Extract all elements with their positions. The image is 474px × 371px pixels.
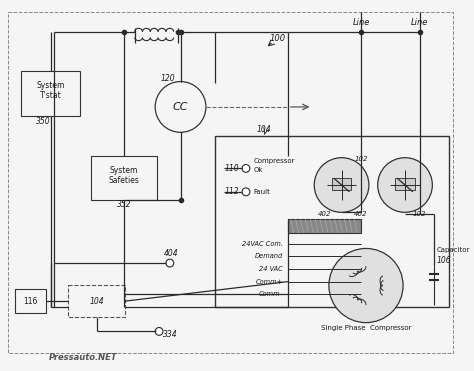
Text: 116: 116 [23,297,37,306]
Bar [91,156,157,200]
Text: 402: 402 [318,211,332,217]
Text: 102: 102 [413,211,427,217]
Bar [288,219,361,233]
Bar [395,178,415,190]
Text: 334: 334 [164,330,178,339]
Circle shape [314,158,369,212]
Text: 350: 350 [36,117,50,126]
Text: CC: CC [173,102,188,112]
Circle shape [155,328,163,335]
Text: 106: 106 [436,256,451,265]
Text: Comm+: Comm+ [256,279,283,285]
Circle shape [242,188,250,196]
Text: 110: 110 [225,164,239,173]
Text: System
Safeties: System Safeties [109,165,139,185]
Text: Pressauto.NET: Pressauto.NET [49,353,117,362]
Text: 404: 404 [164,249,178,258]
Text: Compressor: Compressor [254,158,295,164]
Bar [15,289,46,313]
Text: 100: 100 [270,34,286,43]
Text: System
T'stat: System T'stat [36,81,65,100]
Text: Capacitor: Capacitor [436,247,470,253]
Text: Single Phase  Compressor: Single Phase Compressor [321,325,411,331]
Text: Line: Line [411,17,428,27]
Bar [21,71,80,116]
Text: Ok: Ok [254,167,263,173]
Text: 104: 104 [89,297,104,306]
Text: 402: 402 [355,211,368,217]
Text: 112: 112 [225,187,239,196]
Text: Fault: Fault [254,189,271,195]
Text: Line: Line [352,17,370,27]
Circle shape [155,82,206,132]
Circle shape [242,164,250,172]
Text: 24VAC Com.: 24VAC Com. [242,240,283,247]
Text: 352: 352 [117,200,131,209]
Circle shape [166,259,173,267]
Text: Comm-: Comm- [259,291,283,297]
Text: 120: 120 [161,74,175,83]
Text: 102: 102 [355,156,368,162]
Text: 24 VAC: 24 VAC [259,266,283,272]
Bar [332,178,351,190]
Text: 104: 104 [256,125,271,134]
Text: Demand: Demand [255,253,283,259]
Circle shape [378,158,432,212]
Bar [215,136,449,307]
Bar [68,285,125,317]
Circle shape [329,249,403,323]
